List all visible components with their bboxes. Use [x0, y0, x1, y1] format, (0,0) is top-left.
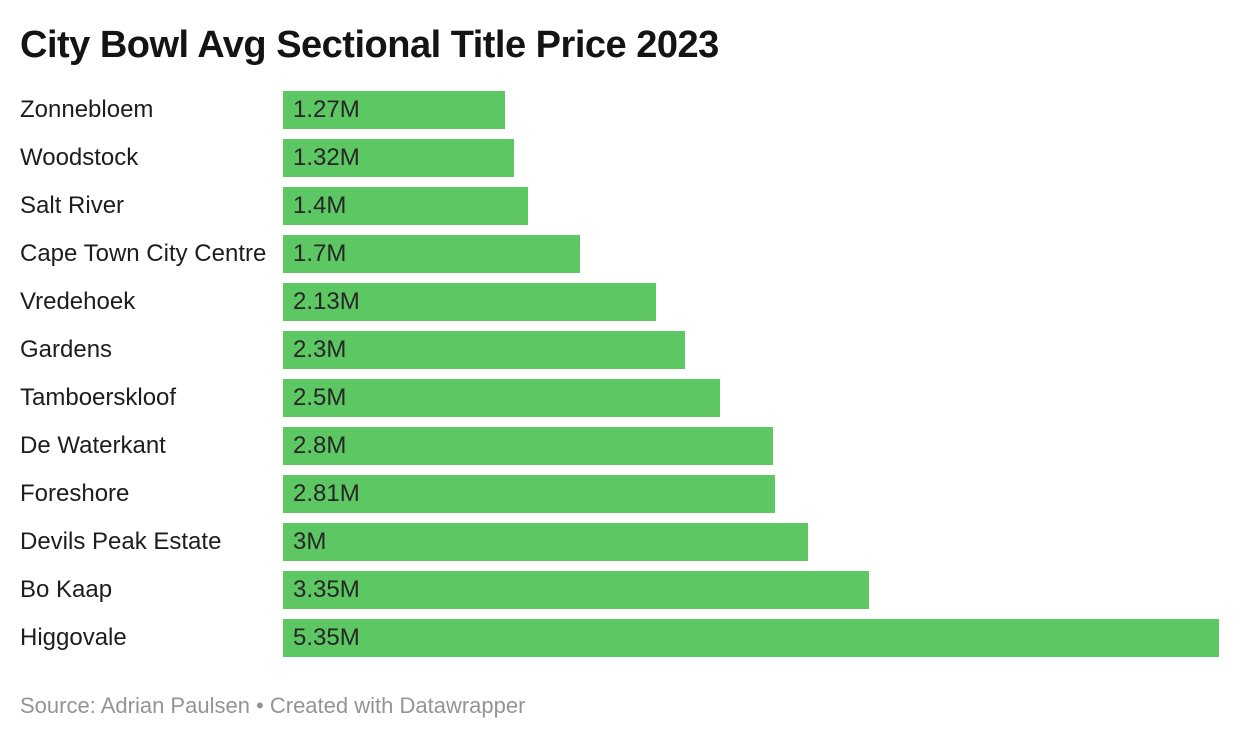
bar-track: 2.81M — [283, 474, 1219, 513]
bar: 1.32M — [283, 138, 514, 177]
bar-track: 2.8M — [283, 426, 1219, 465]
category-label: Foreshore — [20, 479, 130, 507]
chart-row: Tamboerskloof 2.5M — [20, 378, 1219, 417]
category-label: Woodstock — [20, 143, 139, 171]
bar-track: 1.27M — [283, 90, 1219, 129]
chart-row: Higgovale 5.35M — [20, 618, 1219, 657]
bar: 2.3M — [283, 330, 686, 369]
value-label: 1.7M — [293, 239, 347, 267]
bar: 3M — [283, 522, 808, 561]
bar-track: 2.13M — [283, 282, 1219, 321]
category-label: Higgovale — [20, 623, 127, 651]
chart-row: Vredehoek 2.13M — [20, 282, 1219, 321]
category-label: Cape Town City Centre — [20, 239, 267, 267]
value-label: 2.13M — [293, 287, 360, 315]
chart-row: Zonnebloem 1.27M — [20, 90, 1219, 129]
bar: 1.27M — [283, 90, 506, 129]
category-label: Devils Peak Estate — [20, 527, 222, 555]
bar-track: 2.3M — [283, 330, 1219, 369]
category-label: Bo Kaap — [20, 575, 113, 603]
value-label: 2.8M — [293, 431, 347, 459]
bar-track: 5.35M — [283, 618, 1219, 657]
value-label: 1.4M — [293, 191, 347, 219]
bar: 5.35M — [283, 618, 1219, 657]
bar-chart: Zonnebloem 1.27M Woodstock 1.32M Salt River 1… — [20, 90, 1219, 657]
chart-row: Woodstock 1.32M — [20, 138, 1219, 177]
chart-row: De Waterkant 2.8M — [20, 426, 1219, 465]
chart-row: Devils Peak Estate 3M — [20, 522, 1219, 561]
value-label: 2.81M — [293, 479, 360, 507]
bar: 2.8M — [283, 426, 773, 465]
bar-track: 1.7M — [283, 234, 1219, 273]
bar: 2.13M — [283, 282, 656, 321]
category-label: Zonnebloem — [20, 95, 154, 123]
bar-track: 2.5M — [283, 378, 1219, 417]
chart-row: Salt River 1.4M — [20, 186, 1219, 225]
bar: 2.81M — [283, 474, 775, 513]
chart-row: Foreshore 2.81M — [20, 474, 1219, 513]
category-label: De Waterkant — [20, 431, 166, 459]
bar-track: 3.35M — [283, 570, 1219, 609]
chart-row: Gardens 2.3M — [20, 330, 1219, 369]
value-label: 3.35M — [293, 575, 360, 603]
bar: 3.35M — [283, 570, 870, 609]
value-label: 3M — [293, 527, 327, 555]
bar-track: 3M — [283, 522, 1219, 561]
source-note: Source: Adrian Paulsen • Created with Da… — [20, 692, 526, 718]
value-label: 2.3M — [293, 335, 347, 363]
chart-title: City Bowl Avg Sectional Title Price 2023 — [20, 24, 719, 66]
chart-row: Bo Kaap 3.35M — [20, 570, 1219, 609]
category-label: Salt River — [20, 191, 125, 219]
category-label: Gardens — [20, 335, 113, 363]
category-label: Tamboerskloof — [20, 383, 177, 411]
category-label: Vredehoek — [20, 287, 136, 315]
bar-track: 1.4M — [283, 186, 1219, 225]
value-label: 5.35M — [293, 623, 360, 651]
chart-row: Cape Town City Centre 1.7M — [20, 234, 1219, 273]
value-label: 2.5M — [293, 383, 347, 411]
value-label: 1.32M — [293, 143, 360, 171]
bar: 2.5M — [283, 378, 721, 417]
bar: 1.7M — [283, 234, 581, 273]
bar: 1.4M — [283, 186, 528, 225]
value-label: 1.27M — [293, 95, 360, 123]
bar-track: 1.32M — [283, 138, 1219, 177]
